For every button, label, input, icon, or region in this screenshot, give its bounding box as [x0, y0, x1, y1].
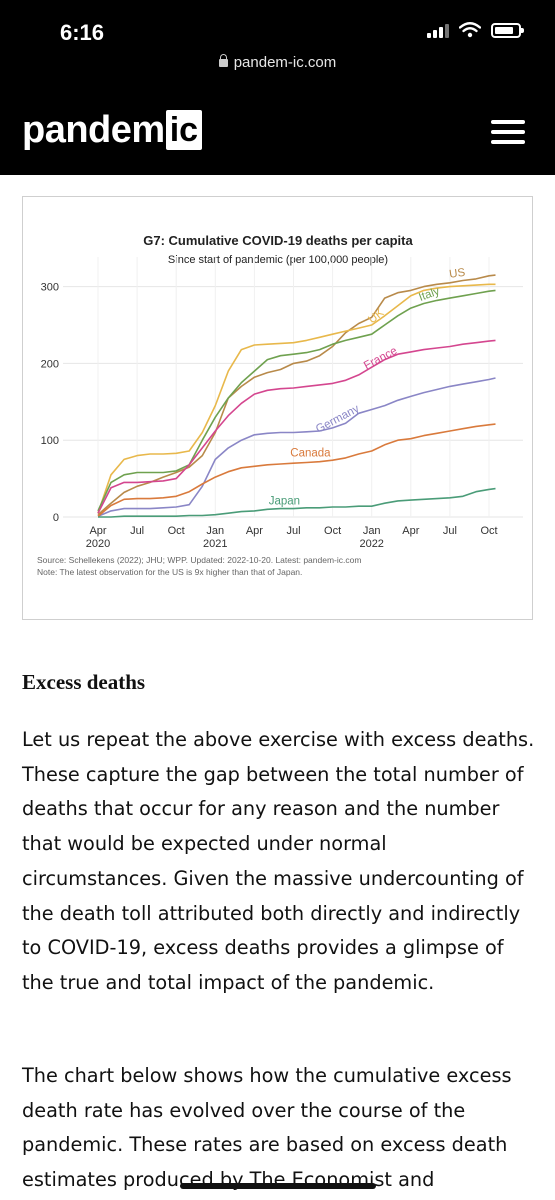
series-lines	[97, 274, 496, 518]
article-paragraph-2: The chart below shows how the cumulative…	[22, 1064, 512, 1192]
series-label-us: US	[449, 267, 467, 281]
series-line-italy	[97, 289, 496, 512]
browser-header: 6:16 pandem-ic.com pandem ic	[0, 0, 555, 175]
cellular-signal-icon	[427, 22, 449, 38]
status-time: 6:16	[60, 20, 105, 45]
x-tick-year: 2021	[203, 538, 227, 550]
x-tick-label: Oct	[324, 525, 341, 537]
x-tick-label: Apr	[402, 525, 419, 537]
status-icons	[427, 22, 524, 38]
hamburger-menu-icon[interactable]	[491, 120, 525, 144]
series-label-france: France	[362, 345, 399, 372]
series-label-uk: UK	[366, 307, 386, 326]
series-label-canada: Canada	[290, 447, 331, 459]
series-line-canada	[97, 423, 496, 517]
y-tick-label: 100	[41, 435, 59, 447]
chart-source: Source: Schellekens (2022); JHU; WPP. Up…	[37, 555, 361, 565]
grid-lines	[63, 257, 523, 518]
lock-icon	[218, 54, 228, 67]
series-line-uk	[97, 283, 496, 514]
series-label-germany: Germany	[314, 403, 362, 436]
home-indicator[interactable]	[180, 1183, 376, 1189]
x-tick-year: 2022	[359, 538, 383, 550]
x-tick-label: Jul	[443, 525, 457, 537]
chart-card: G7: Cumulative COVID-19 deaths per capit…	[22, 196, 533, 620]
series-line-france	[97, 339, 496, 514]
chart-subtitle: Since start of pandemic (per 100,000 peo…	[168, 254, 388, 266]
series-line-germany	[97, 377, 496, 517]
series-line-japan	[98, 487, 496, 518]
article-paragraph-1: Let us repeat the above exercise with ex…	[22, 728, 535, 994]
y-tick-label: 0	[53, 512, 59, 524]
y-tick-label: 200	[41, 358, 59, 370]
url-bar[interactable]: pandem-ic.com	[0, 54, 555, 71]
chart-svg: G7: Cumulative COVID-19 deaths per capit…	[37, 233, 523, 577]
logo-highlight: ic	[165, 110, 203, 150]
chart-title: G7: Cumulative COVID-19 deaths per capit…	[143, 233, 413, 248]
x-tick-label: Jan	[206, 525, 224, 537]
y-tick-label: 300	[41, 282, 59, 294]
x-tick-label: Apr	[246, 525, 263, 537]
x-tick-label: Oct	[480, 525, 497, 537]
x-tick-label: Apr	[89, 525, 106, 537]
wifi-icon	[459, 22, 481, 38]
logo-text: pandem	[22, 108, 165, 151]
chart-note: Note: The latest observation for the US …	[37, 567, 302, 577]
x-tick-label: Jul	[130, 525, 144, 537]
battery-icon	[491, 22, 524, 38]
series-label-japan: Japan	[269, 496, 300, 508]
site-logo[interactable]: pandem ic	[22, 108, 203, 152]
x-tick-label: Oct	[168, 525, 185, 537]
x-tick-label: Jan	[363, 525, 381, 537]
series-line-us	[97, 274, 496, 516]
section-heading: Excess deaths	[22, 670, 146, 694]
x-tick-label: Jul	[286, 525, 300, 537]
x-tick-year: 2020	[86, 538, 110, 550]
url-text: pandem-ic.com	[233, 54, 337, 71]
